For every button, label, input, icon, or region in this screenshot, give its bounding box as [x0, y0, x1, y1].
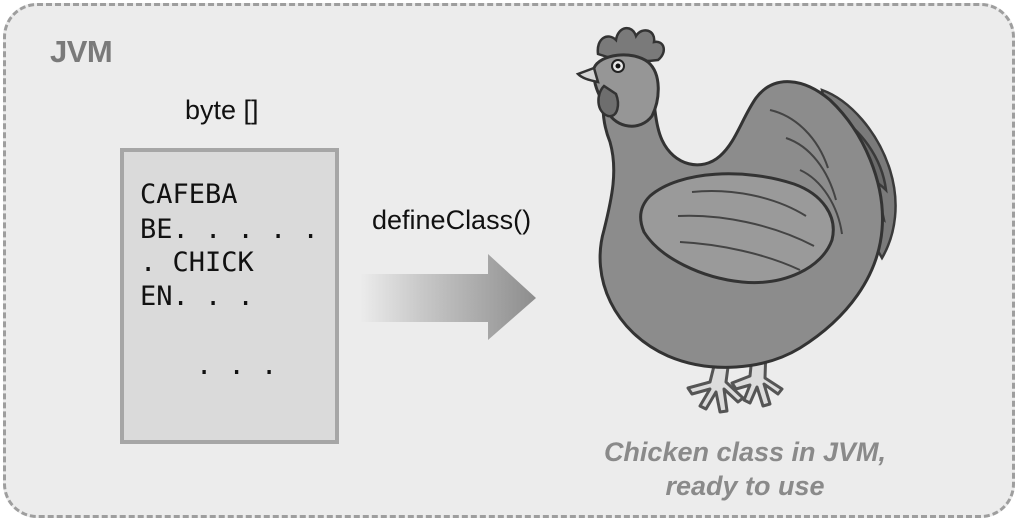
define-class-label: defineClass(): [372, 205, 532, 235]
byte-array-box: [120, 148, 339, 444]
chicken-icon: [575, 27, 897, 414]
byte-array-line: EN. . .: [140, 281, 254, 312]
byte-array-line: BE. . . . .: [140, 214, 319, 245]
byte-array-line: CAFEBA: [140, 179, 238, 210]
jvm-label: JVM: [50, 34, 113, 69]
byte-array-ellipsis: . . .: [196, 350, 278, 381]
byte-array-line: . CHICK: [140, 247, 254, 278]
chicken-caption: ready to use: [665, 471, 825, 501]
chicken-caption: Chicken class in JVM,: [603, 437, 887, 467]
right-arrow-icon: [360, 254, 536, 340]
byte-array-label: byte []: [185, 95, 259, 125]
